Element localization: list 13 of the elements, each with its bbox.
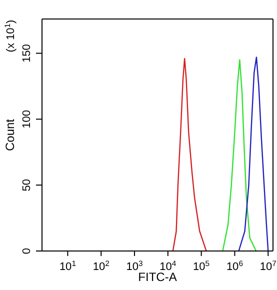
x-tick-label: 10$^{1}$ <box>59 258 76 273</box>
y-tick-label: 50 <box>21 178 33 192</box>
x-tick-label: 10$^{6}$ <box>226 258 243 273</box>
x-tick-label: 10$^{3}$ <box>126 258 143 273</box>
x-tick-label: 10$^{4}$ <box>160 258 177 273</box>
x-tick-label: 10$^{5}$ <box>193 258 210 273</box>
x-tick-label: 10$^{7}$ <box>260 258 276 273</box>
y-tick-label: 100 <box>21 110 33 128</box>
x-tick-label: 10$^{2}$ <box>92 258 110 273</box>
x-axis-title: FITC-A <box>138 270 177 284</box>
y-tick-label: 0 <box>21 248 33 254</box>
y-tick-label: 150 <box>21 44 33 62</box>
y-axis-title: Count <box>3 118 17 152</box>
